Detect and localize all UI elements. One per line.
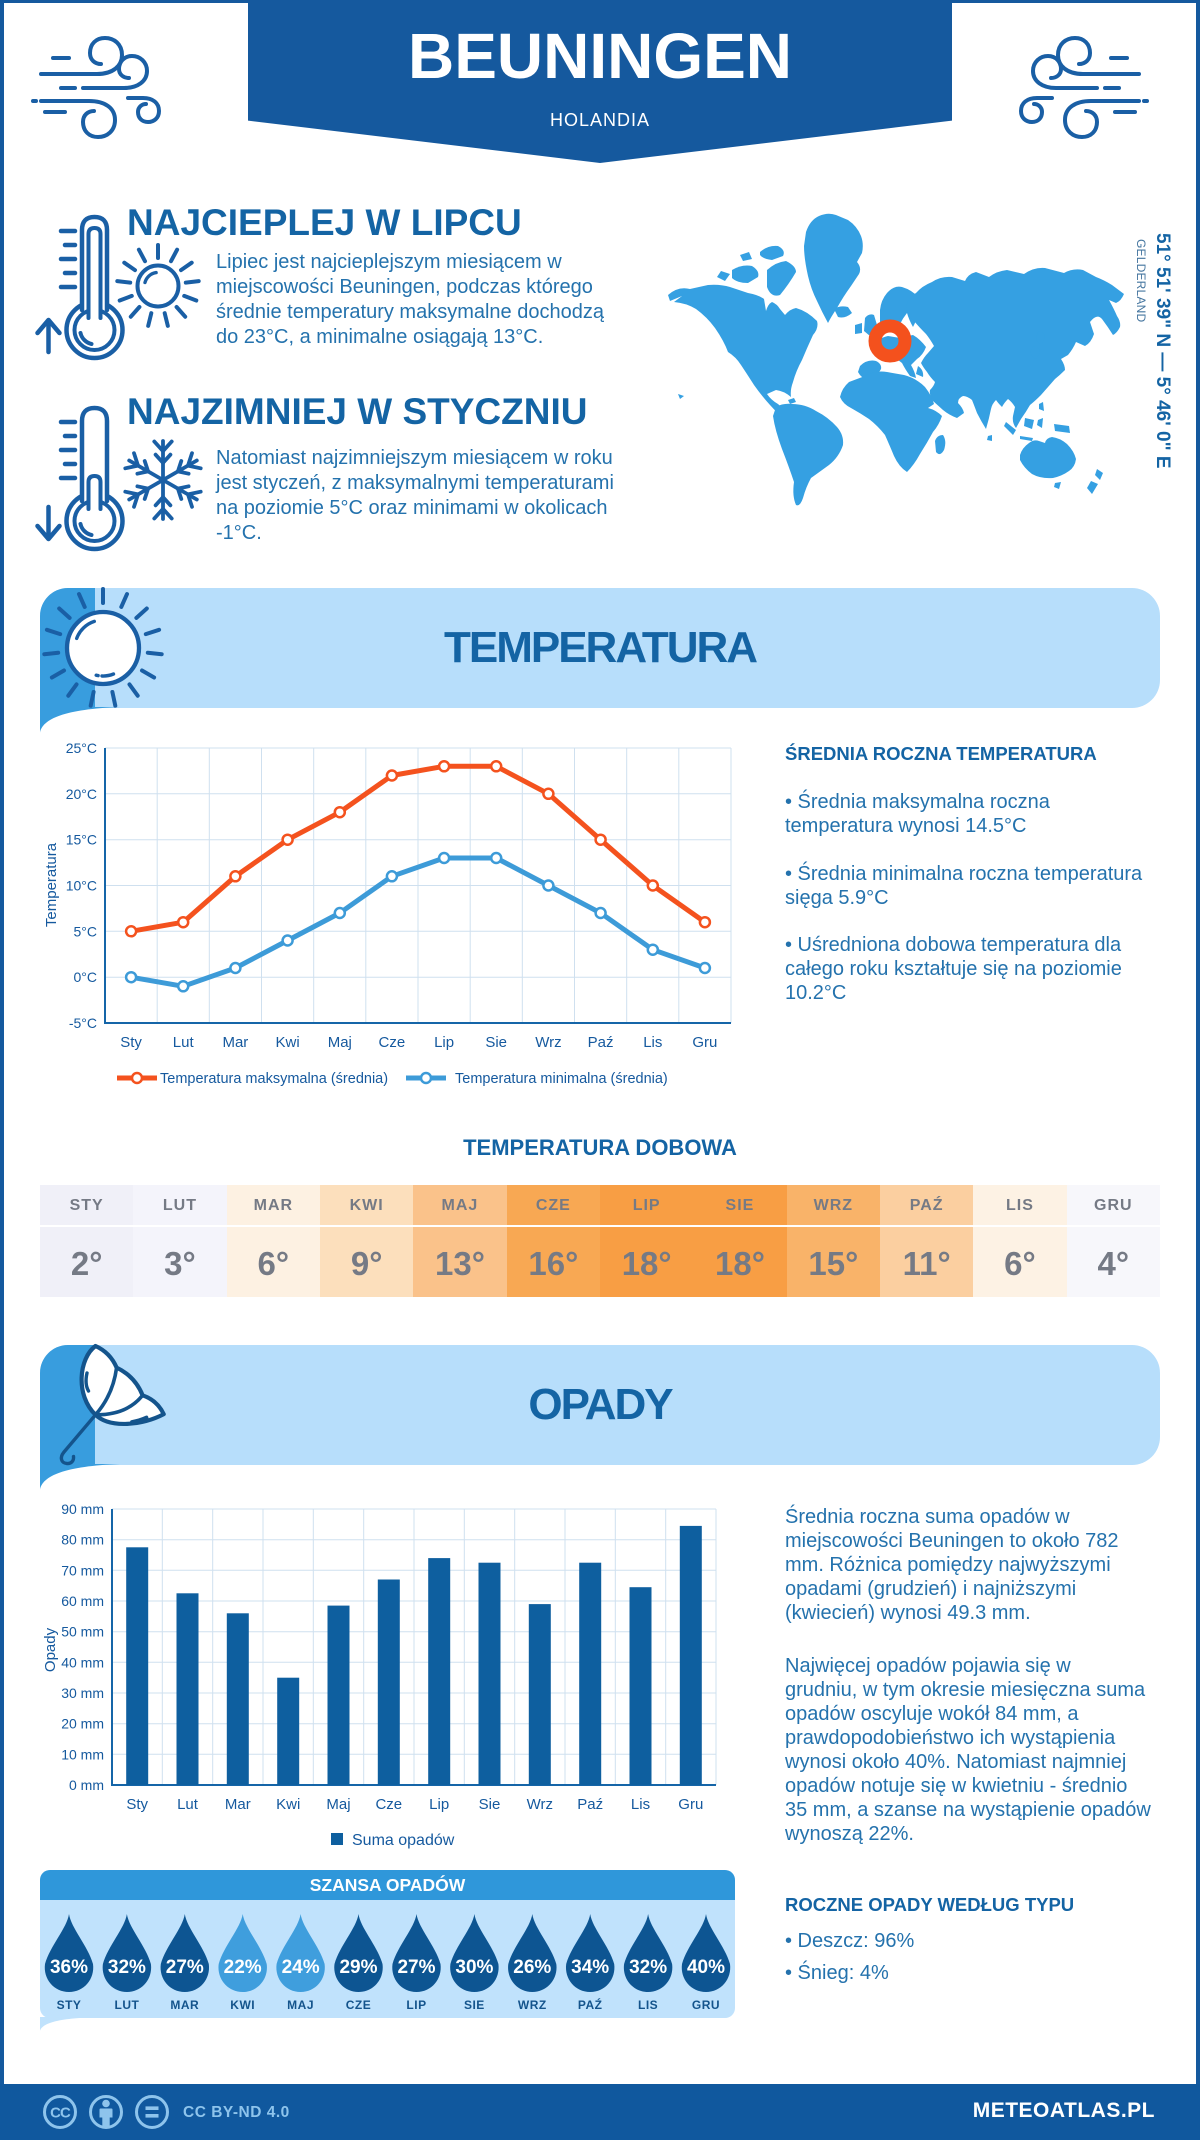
svg-text:Opady: Opady xyxy=(42,1627,59,1672)
svg-text:LIP: LIP xyxy=(406,1998,426,2012)
svg-text:22%: 22% xyxy=(224,1957,262,1978)
svg-text:Gru: Gru xyxy=(678,1796,703,1813)
svg-text:Paź: Paź xyxy=(588,1034,614,1051)
svg-text:90 mm: 90 mm xyxy=(61,1501,104,1517)
svg-text:WRZ: WRZ xyxy=(518,1998,547,2012)
svg-text:Temperatura: Temperatura xyxy=(43,842,60,927)
svg-text:20°C: 20°C xyxy=(66,786,97,802)
svg-text:Kwi: Kwi xyxy=(276,1796,300,1813)
svg-text:27%: 27% xyxy=(166,1957,204,1978)
svg-text:Wrz: Wrz xyxy=(535,1034,561,1051)
svg-text:26%: 26% xyxy=(513,1957,551,1978)
svg-text:Sty: Sty xyxy=(126,1796,148,1813)
svg-text:30%: 30% xyxy=(455,1957,493,1978)
svg-text:Suma opadów: Suma opadów xyxy=(352,1832,455,1849)
svg-text:80 mm: 80 mm xyxy=(61,1532,104,1548)
svg-text:-5°C: -5°C xyxy=(69,1015,97,1031)
svg-text:70 mm: 70 mm xyxy=(61,1562,104,1578)
svg-text:CZE: CZE xyxy=(346,1998,372,2012)
svg-text:25°C: 25°C xyxy=(66,740,97,756)
svg-text:27%: 27% xyxy=(397,1957,435,1978)
svg-text:0 mm: 0 mm xyxy=(69,1777,104,1793)
svg-text:5°C: 5°C xyxy=(74,923,98,939)
svg-text:10 mm: 10 mm xyxy=(61,1746,104,1762)
svg-text:24%: 24% xyxy=(282,1957,320,1978)
svg-text:Lis: Lis xyxy=(631,1796,650,1813)
svg-text:SIE: SIE xyxy=(464,1998,485,2012)
svg-text:Sty: Sty xyxy=(120,1034,142,1051)
svg-text:MAR: MAR xyxy=(170,1998,199,2012)
svg-text:34%: 34% xyxy=(571,1957,609,1978)
svg-text:STY: STY xyxy=(57,1998,82,2012)
svg-text:29%: 29% xyxy=(339,1957,377,1978)
svg-text:Cze: Cze xyxy=(375,1796,402,1813)
svg-text:60 mm: 60 mm xyxy=(61,1593,104,1609)
svg-text:Kwi: Kwi xyxy=(276,1034,300,1051)
svg-text:MAJ: MAJ xyxy=(287,1998,314,2012)
svg-text:KWI: KWI xyxy=(230,1998,255,2012)
svg-text:Lut: Lut xyxy=(177,1796,199,1813)
svg-text:Maj: Maj xyxy=(326,1796,350,1813)
svg-text:LIS: LIS xyxy=(638,1998,658,2012)
svg-text:40%: 40% xyxy=(687,1957,725,1978)
svg-text:Maj: Maj xyxy=(328,1034,352,1051)
svg-text:Paź: Paź xyxy=(577,1796,603,1813)
svg-text:Sie: Sie xyxy=(485,1034,507,1051)
svg-text:50 mm: 50 mm xyxy=(61,1624,104,1640)
svg-text:Gru: Gru xyxy=(692,1034,717,1051)
svg-text:Lip: Lip xyxy=(429,1796,449,1813)
svg-text:PAŹ: PAŹ xyxy=(578,1997,603,2012)
svg-text:Lip: Lip xyxy=(434,1034,454,1051)
svg-text:Lis: Lis xyxy=(643,1034,662,1051)
svg-text:36%: 36% xyxy=(50,1957,88,1978)
svg-text:0°C: 0°C xyxy=(74,969,98,985)
svg-text:32%: 32% xyxy=(629,1957,667,1978)
svg-text:Cze: Cze xyxy=(379,1034,406,1051)
svg-text:Mar: Mar xyxy=(225,1796,251,1813)
svg-text:30 mm: 30 mm xyxy=(61,1685,104,1701)
svg-text:20 mm: 20 mm xyxy=(61,1716,104,1732)
svg-text:10°C: 10°C xyxy=(66,878,97,894)
svg-text:Sie: Sie xyxy=(479,1796,501,1813)
svg-text:Temperatura minimalna (średnia: Temperatura minimalna (średnia) xyxy=(455,1071,668,1087)
svg-text:GRU: GRU xyxy=(692,1998,720,2012)
svg-text:Temperatura maksymalna (średni: Temperatura maksymalna (średnia) xyxy=(160,1071,388,1087)
svg-text:Wrz: Wrz xyxy=(527,1796,553,1813)
svg-text:32%: 32% xyxy=(108,1957,146,1978)
svg-text:15°C: 15°C xyxy=(66,832,97,848)
svg-text:LUT: LUT xyxy=(114,1998,139,2012)
svg-text:CC: CC xyxy=(50,2105,71,2122)
svg-text:Mar: Mar xyxy=(222,1034,248,1051)
svg-text:Lut: Lut xyxy=(173,1034,195,1051)
svg-text:40 mm: 40 mm xyxy=(61,1654,104,1670)
